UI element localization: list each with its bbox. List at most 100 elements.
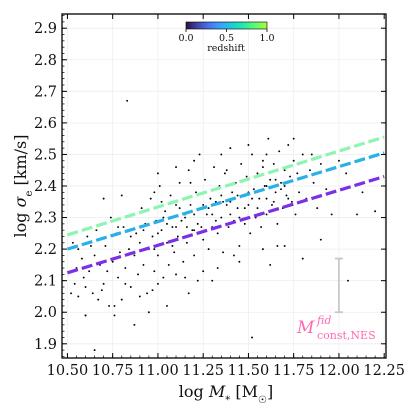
scatter-point xyxy=(211,213,214,216)
scatter-point xyxy=(86,235,89,238)
scatter-point xyxy=(106,270,109,273)
colorbar-gradient xyxy=(185,21,268,30)
scatter-point xyxy=(82,276,85,279)
x-tick-label: 11.25 xyxy=(182,363,224,379)
scatter-point xyxy=(175,226,177,228)
scatter-point xyxy=(238,260,241,263)
scatter-point xyxy=(204,178,206,181)
scatter-point xyxy=(156,282,159,285)
scatter-point xyxy=(189,203,192,206)
scatter-point xyxy=(330,213,333,216)
scatter-point xyxy=(95,229,98,232)
error-bar xyxy=(334,257,343,314)
scatter-point xyxy=(249,232,252,235)
scatter-point xyxy=(93,349,96,352)
y-tick-label: 2.5 xyxy=(34,147,57,163)
scatter-point xyxy=(213,166,215,169)
scatter-point xyxy=(214,219,217,222)
scatter-point xyxy=(202,203,205,206)
scatter-point xyxy=(196,222,199,225)
scatter-point xyxy=(252,188,255,191)
scatter-point xyxy=(265,153,268,156)
y-tick-label: 2.9 xyxy=(34,21,57,37)
scatter-point xyxy=(171,245,174,247)
scatter-point xyxy=(128,248,130,251)
scatter-point xyxy=(184,276,187,279)
scatter-point xyxy=(261,159,264,162)
scatter-point xyxy=(292,137,295,140)
scatter-point xyxy=(287,144,290,146)
y-tick-label: 2.1 xyxy=(34,274,57,290)
colorbar-tick-label: 0.5 xyxy=(219,33,234,44)
scatter-point xyxy=(347,279,349,282)
scatter-point xyxy=(225,169,228,172)
model-annotation: M fid const,NES xyxy=(296,314,376,342)
scatter-point xyxy=(337,159,340,162)
scatter-point xyxy=(100,289,103,292)
scatter-point xyxy=(200,226,203,228)
scatter-point xyxy=(223,172,226,175)
y-tick-label: 2.0 xyxy=(34,305,57,321)
scatter-point xyxy=(231,191,234,194)
scatter-point xyxy=(283,185,286,187)
scatter-point xyxy=(151,289,154,292)
scatter-point xyxy=(207,248,210,251)
scatter-point xyxy=(167,263,170,266)
scatter-point xyxy=(193,254,196,257)
scatter-point xyxy=(169,194,172,197)
scatter-point xyxy=(102,197,105,200)
scatter-point xyxy=(178,207,181,210)
scatter-point xyxy=(166,222,168,225)
scatter-point xyxy=(120,298,123,301)
scatter-point xyxy=(158,185,161,187)
fit-line-2 xyxy=(66,135,385,237)
scatter-point xyxy=(220,216,223,219)
scatter-point xyxy=(178,181,181,184)
scatter-point xyxy=(175,273,177,276)
scatter-point xyxy=(222,251,225,254)
scatter-point xyxy=(135,232,138,235)
scatter-point xyxy=(216,267,219,270)
scatter-point xyxy=(166,304,168,307)
model-subscript: const,NES xyxy=(317,329,376,342)
scatter-point xyxy=(120,194,123,197)
scatter-point xyxy=(245,175,248,178)
scatter-point xyxy=(162,276,165,279)
scatter-point xyxy=(118,251,121,254)
scatter-point xyxy=(229,147,232,150)
scatter-point xyxy=(301,257,304,260)
scatter-point xyxy=(171,226,174,228)
scatter-point xyxy=(142,229,145,232)
scatter-point xyxy=(292,159,295,162)
scatter-point xyxy=(175,166,177,169)
scatter-point xyxy=(272,200,275,203)
scatter-point xyxy=(283,245,286,247)
scatter-point xyxy=(153,191,156,194)
scatter-point xyxy=(296,172,299,175)
y-tick-label: 2.3 xyxy=(34,211,57,227)
scatter-point xyxy=(77,248,80,251)
scatter-point xyxy=(111,260,114,263)
scatter-point xyxy=(289,175,292,178)
scatter-point xyxy=(272,162,275,165)
scatter-point xyxy=(301,153,304,156)
x-axis-label: log M* [M☉] xyxy=(179,382,273,406)
scatter-point xyxy=(265,197,268,200)
scatter-point xyxy=(240,162,243,165)
scatter-point xyxy=(137,273,139,276)
scatter-point xyxy=(84,286,87,288)
scatter-point xyxy=(271,203,273,206)
scatter-point xyxy=(319,162,322,165)
scatter-point xyxy=(216,232,219,235)
y-tick-label: 2.7 xyxy=(34,84,57,100)
scatter-point xyxy=(205,213,208,216)
colorbar: 0.0 0.5 1.0 redshift xyxy=(178,21,275,54)
scatter-point xyxy=(108,304,111,307)
y-axis-label: log σe [km/s] xyxy=(11,135,35,238)
scatter-point xyxy=(185,241,188,244)
scatter-point xyxy=(185,226,188,228)
scatter-point xyxy=(258,197,261,200)
scatter-point xyxy=(285,194,288,197)
scatter-point xyxy=(176,235,179,238)
scatter-point xyxy=(198,153,201,156)
